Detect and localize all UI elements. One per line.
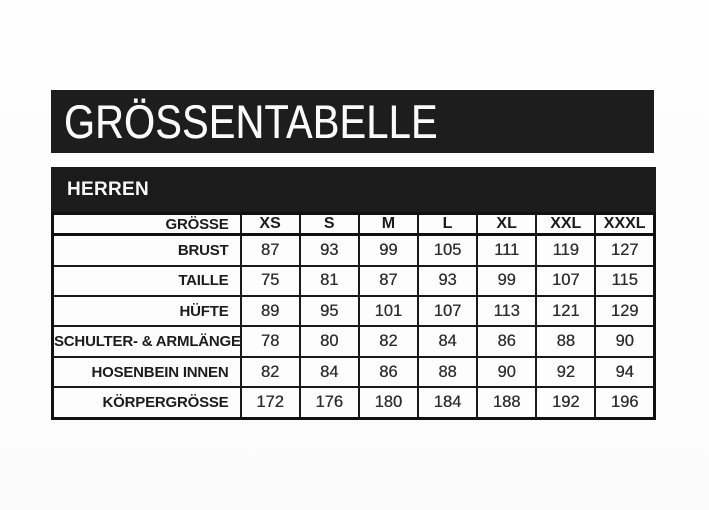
table-row: HÜFTE 89 95 101 107 113 121 129 xyxy=(51,295,656,328)
size-value-cell: 81 xyxy=(298,264,360,298)
section-title: HERREN xyxy=(67,178,150,200)
size-value-cell: 101 xyxy=(357,295,419,328)
size-value-cell: 115 xyxy=(594,264,656,298)
page-title: GRÖSSENTABELLE xyxy=(64,95,438,148)
size-table-body: BRUST 87 93 99 105 111 119 127 TAILLE 75 81 87 93 99 1… xyxy=(51,233,656,420)
size-header-label: GRÖSSE xyxy=(51,212,242,236)
size-value-cell: 80 xyxy=(298,325,360,358)
row-label: HOSENBEIN INNEN xyxy=(51,355,242,389)
row-label: HÜFTE xyxy=(51,295,242,328)
row-label: BRUST xyxy=(51,233,242,267)
size-value-cell: 90 xyxy=(476,355,538,389)
table-row: SCHULTER- & ARMLÄNGE 78 80 82 84 86 88 90 xyxy=(51,325,656,358)
size-value-cell: 75 xyxy=(239,264,301,298)
size-value-cell: 192 xyxy=(535,386,597,420)
size-value-cell: 113 xyxy=(476,295,538,328)
size-value-cell: 87 xyxy=(357,264,419,298)
column-header-l: L xyxy=(416,212,479,236)
row-label: TAILLE xyxy=(51,264,242,298)
section-header-bar: HERREN xyxy=(51,167,656,212)
size-value-cell: 82 xyxy=(239,355,301,389)
column-header-xs: XS xyxy=(239,212,301,236)
size-value-cell: 86 xyxy=(476,325,538,358)
table-row: KÖRPERGRÖSSE 172 176 180 184 188 192 196 xyxy=(51,386,656,420)
size-value-cell: 176 xyxy=(298,386,360,420)
size-value-cell: 88 xyxy=(416,355,479,389)
size-value-cell: 95 xyxy=(298,295,360,328)
size-value-cell: 90 xyxy=(594,325,656,358)
size-value-cell: 184 xyxy=(416,386,479,420)
column-header-xxxl: XXXL xyxy=(594,212,656,236)
size-value-cell: 84 xyxy=(298,355,360,389)
size-value-cell: 172 xyxy=(239,386,301,420)
row-label: KÖRPERGRÖSSE xyxy=(51,386,242,420)
size-value-cell: 92 xyxy=(535,355,597,389)
column-header-xl: XL xyxy=(476,212,538,236)
size-value-cell: 188 xyxy=(476,386,538,420)
column-header-xxl: XXL xyxy=(535,212,597,236)
size-value-cell: 99 xyxy=(476,264,538,298)
size-value-cell: 84 xyxy=(416,325,479,358)
size-value-cell: 99 xyxy=(357,233,419,267)
size-value-cell: 86 xyxy=(357,355,419,389)
table-row: HOSENBEIN INNEN 82 84 86 88 90 92 94 xyxy=(51,355,656,389)
size-value-cell: 93 xyxy=(298,233,360,267)
size-value-cell: 105 xyxy=(416,233,479,267)
size-table: GRÖSSE XS S M L XL XXL XXXL BRUST 87 93 99 1… xyxy=(51,212,656,420)
size-value-cell: 82 xyxy=(357,325,419,358)
column-header-s: S xyxy=(298,212,360,236)
size-value-cell: 127 xyxy=(594,233,656,267)
size-value-cell: 107 xyxy=(535,264,597,298)
size-value-cell: 93 xyxy=(416,264,479,298)
size-value-cell: 87 xyxy=(239,233,301,267)
size-value-cell: 121 xyxy=(535,295,597,328)
size-value-cell: 107 xyxy=(416,295,479,328)
title-bar: GRÖSSENTABELLE xyxy=(51,90,654,153)
table-row: TAILLE 75 81 87 93 99 107 115 xyxy=(51,264,656,298)
size-value-cell: 196 xyxy=(594,386,656,420)
table-row: BRUST 87 93 99 105 111 119 127 xyxy=(51,233,656,267)
row-label: SCHULTER- & ARMLÄNGE xyxy=(51,325,242,358)
size-value-cell: 94 xyxy=(594,355,656,389)
size-table-head: GRÖSSE XS S M L XL XXL XXXL xyxy=(51,212,656,236)
size-value-cell: 88 xyxy=(535,325,597,358)
size-value-cell: 129 xyxy=(594,295,656,328)
column-header-m: M xyxy=(357,212,419,236)
size-value-cell: 89 xyxy=(239,295,301,328)
size-value-cell: 119 xyxy=(535,233,597,267)
size-value-cell: 180 xyxy=(357,386,419,420)
size-chart-panel: HERREN GRÖSSE XS S M L XL XXL XXXL BRUS xyxy=(51,167,656,420)
table-header-row: GRÖSSE XS S M L XL XXL XXXL xyxy=(51,212,656,236)
size-value-cell: 78 xyxy=(239,325,301,358)
size-value-cell: 111 xyxy=(476,233,538,267)
